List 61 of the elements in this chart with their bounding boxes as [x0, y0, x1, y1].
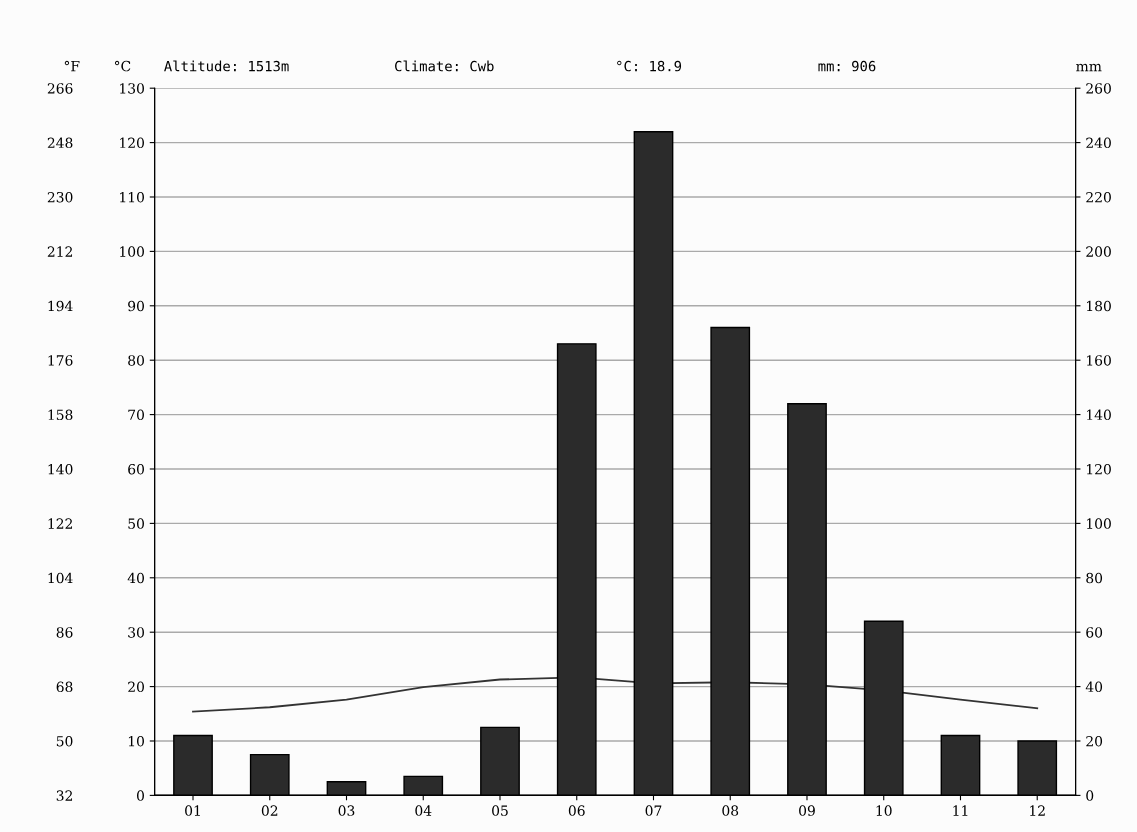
y-tick-label: 90 — [128, 300, 144, 312]
y-tick-label: 130 — [120, 83, 144, 94]
y-tick-label: 110 — [120, 191, 144, 203]
y-tick-label: 100 — [120, 246, 144, 257]
y3-tick-label: 122 — [48, 518, 73, 529]
x-tick-label: 03 — [338, 805, 355, 816]
x-tick-label: 06 — [568, 805, 585, 816]
y-tick-label: 40 — [127, 572, 144, 584]
x-tick-label: 07 — [645, 805, 662, 816]
y2-tick-label: 80 — [1086, 572, 1103, 584]
y-tick-label: 120 — [120, 137, 144, 149]
y3-axis-title: °F — [64, 60, 80, 72]
y-tick-label: 50 — [128, 518, 144, 529]
y2-tick-label: 20 — [1086, 735, 1103, 747]
y-tick-label: 30 — [128, 627, 144, 638]
text: °C: 18.9 — [617, 60, 682, 72]
y2-axis-title: mm — [1076, 63, 1102, 72]
y2-tick-label: 60 — [1086, 627, 1103, 638]
x-tick-label: 02 — [261, 805, 278, 816]
x-tick-label: 12 — [1030, 805, 1045, 816]
x-tick-label: 04 — [415, 805, 432, 816]
y-tick-label: 70 — [128, 409, 144, 421]
y3-tick-label: 248 — [47, 137, 73, 149]
y3-tick-label: 86 — [56, 627, 73, 638]
x-tick-label: 05 — [492, 805, 508, 816]
y-tick-label: 0 — [136, 790, 144, 801]
y3-tick-label: 32 — [56, 790, 73, 801]
y3-tick-label: 68 — [56, 681, 73, 693]
y3-tick-label: 212 — [47, 246, 73, 257]
y3-tick-label: 140 — [48, 463, 73, 475]
x-tick-label: 08 — [722, 805, 739, 816]
y-tick-label: 80 — [128, 355, 144, 366]
y3-tick-label: 104 — [48, 572, 73, 584]
y-axis-title: °C — [114, 60, 131, 72]
x-tick-label: 10 — [876, 805, 892, 816]
y2-tick-label: 40 — [1085, 681, 1103, 693]
text: Altitude: 1513m — [164, 60, 289, 72]
y2-tick-label: 260 — [1086, 83, 1111, 94]
y2-tick-label: 120 — [1087, 463, 1111, 475]
y3-tick-label: 194 — [48, 300, 73, 312]
y-tick-label: 10 — [128, 735, 144, 747]
y-tick-label: 60 — [128, 463, 144, 475]
y3-tick-label: 176 — [48, 355, 73, 366]
y3-tick-label: 158 — [48, 409, 73, 421]
y-tick-label: 20 — [128, 681, 144, 693]
x-tick-label: 09 — [799, 805, 815, 816]
y2-tick-label: 160 — [1087, 355, 1111, 366]
x-tick-label: 01 — [185, 805, 200, 816]
y2-tick-label: 180 — [1087, 300, 1111, 312]
x-tick-label: 11 — [953, 805, 968, 816]
y2-tick-label: 200 — [1086, 246, 1111, 257]
y2-tick-label: 0 — [1086, 790, 1094, 801]
y3-tick-label: 266 — [47, 83, 73, 94]
y2-tick-label: 220 — [1086, 191, 1111, 203]
y3-tick-label: 50 — [56, 735, 73, 747]
y3-tick-label: 230 — [47, 191, 73, 203]
y2-tick-label: 100 — [1087, 518, 1111, 529]
text: mm: 906 — [818, 60, 876, 72]
y2-tick-label: 240 — [1086, 137, 1111, 149]
text: Climate: Cwb — [395, 60, 494, 72]
y2-tick-label: 140 — [1087, 409, 1111, 421]
